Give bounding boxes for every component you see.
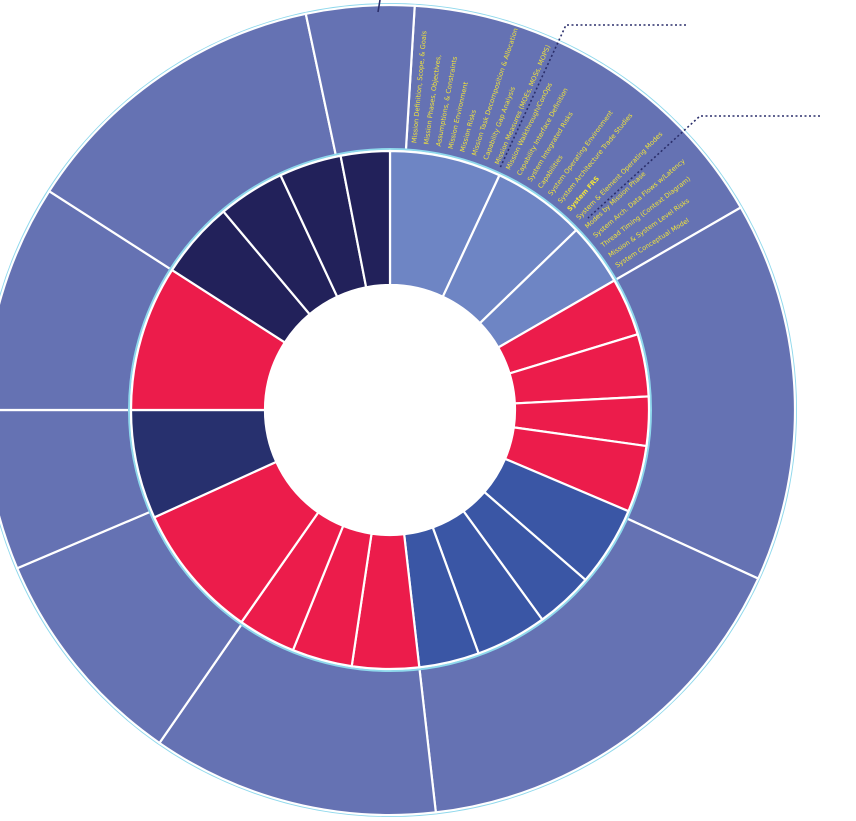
center-hole (266, 286, 514, 534)
callout-line (587, 115, 820, 219)
callout-lines (377, 0, 820, 219)
middle-segment (339, 149, 392, 289)
callout-line (377, 0, 381, 13)
rings (0, 3, 797, 817)
middle-ring-edge (128, 148, 652, 672)
